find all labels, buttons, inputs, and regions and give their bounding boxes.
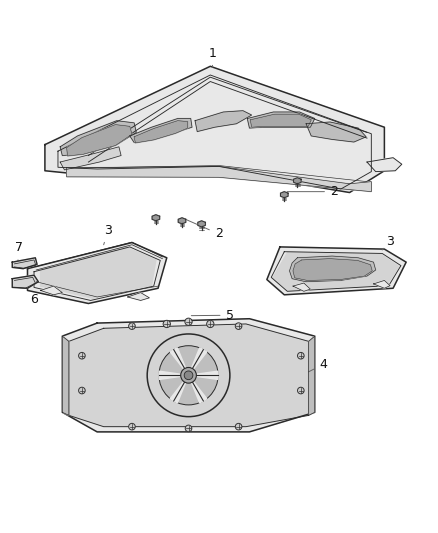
Text: 2: 2: [287, 185, 338, 198]
Polygon shape: [12, 275, 39, 288]
Circle shape: [78, 352, 85, 359]
Polygon shape: [12, 258, 37, 269]
Circle shape: [297, 387, 304, 394]
Polygon shape: [67, 125, 132, 156]
Circle shape: [235, 423, 242, 430]
Polygon shape: [190, 348, 207, 373]
Circle shape: [297, 352, 304, 359]
Polygon shape: [134, 120, 187, 143]
Polygon shape: [41, 286, 62, 295]
Polygon shape: [293, 283, 311, 292]
Polygon shape: [170, 348, 187, 373]
Polygon shape: [293, 177, 301, 184]
Text: 1: 1: [208, 47, 216, 67]
Circle shape: [129, 423, 135, 430]
Polygon shape: [247, 112, 315, 128]
Polygon shape: [293, 259, 372, 280]
Polygon shape: [198, 221, 205, 227]
Polygon shape: [190, 378, 207, 403]
Polygon shape: [192, 371, 218, 379]
Polygon shape: [309, 336, 315, 415]
Circle shape: [207, 320, 214, 328]
Text: 2: 2: [184, 219, 223, 240]
Circle shape: [159, 346, 218, 405]
Circle shape: [184, 371, 193, 379]
Text: 3: 3: [104, 224, 112, 245]
Text: 6: 6: [30, 294, 38, 306]
Polygon shape: [170, 378, 187, 403]
Polygon shape: [273, 252, 399, 290]
Polygon shape: [195, 111, 252, 132]
Polygon shape: [280, 192, 288, 198]
Polygon shape: [152, 215, 160, 221]
Text: 3: 3: [382, 235, 395, 250]
Circle shape: [147, 334, 230, 417]
Polygon shape: [374, 280, 390, 288]
Text: 7: 7: [15, 241, 23, 261]
Polygon shape: [69, 324, 309, 426]
Text: 5: 5: [191, 309, 233, 322]
Polygon shape: [178, 218, 186, 224]
Circle shape: [78, 387, 85, 394]
Polygon shape: [251, 114, 311, 127]
Polygon shape: [159, 371, 185, 379]
Polygon shape: [41, 247, 156, 298]
Polygon shape: [367, 158, 402, 172]
Circle shape: [129, 323, 135, 329]
Polygon shape: [127, 293, 149, 301]
Polygon shape: [60, 120, 136, 156]
Polygon shape: [67, 166, 371, 192]
Circle shape: [185, 425, 192, 432]
Polygon shape: [45, 66, 385, 192]
Polygon shape: [267, 247, 406, 295]
Circle shape: [163, 320, 170, 328]
Polygon shape: [28, 243, 167, 303]
Polygon shape: [306, 122, 366, 142]
Circle shape: [185, 318, 192, 326]
Circle shape: [181, 367, 196, 383]
Polygon shape: [130, 118, 192, 142]
Text: 4: 4: [308, 358, 327, 372]
Polygon shape: [60, 147, 121, 170]
Polygon shape: [290, 256, 376, 282]
Polygon shape: [62, 319, 315, 432]
Polygon shape: [62, 336, 69, 415]
Circle shape: [235, 323, 242, 329]
